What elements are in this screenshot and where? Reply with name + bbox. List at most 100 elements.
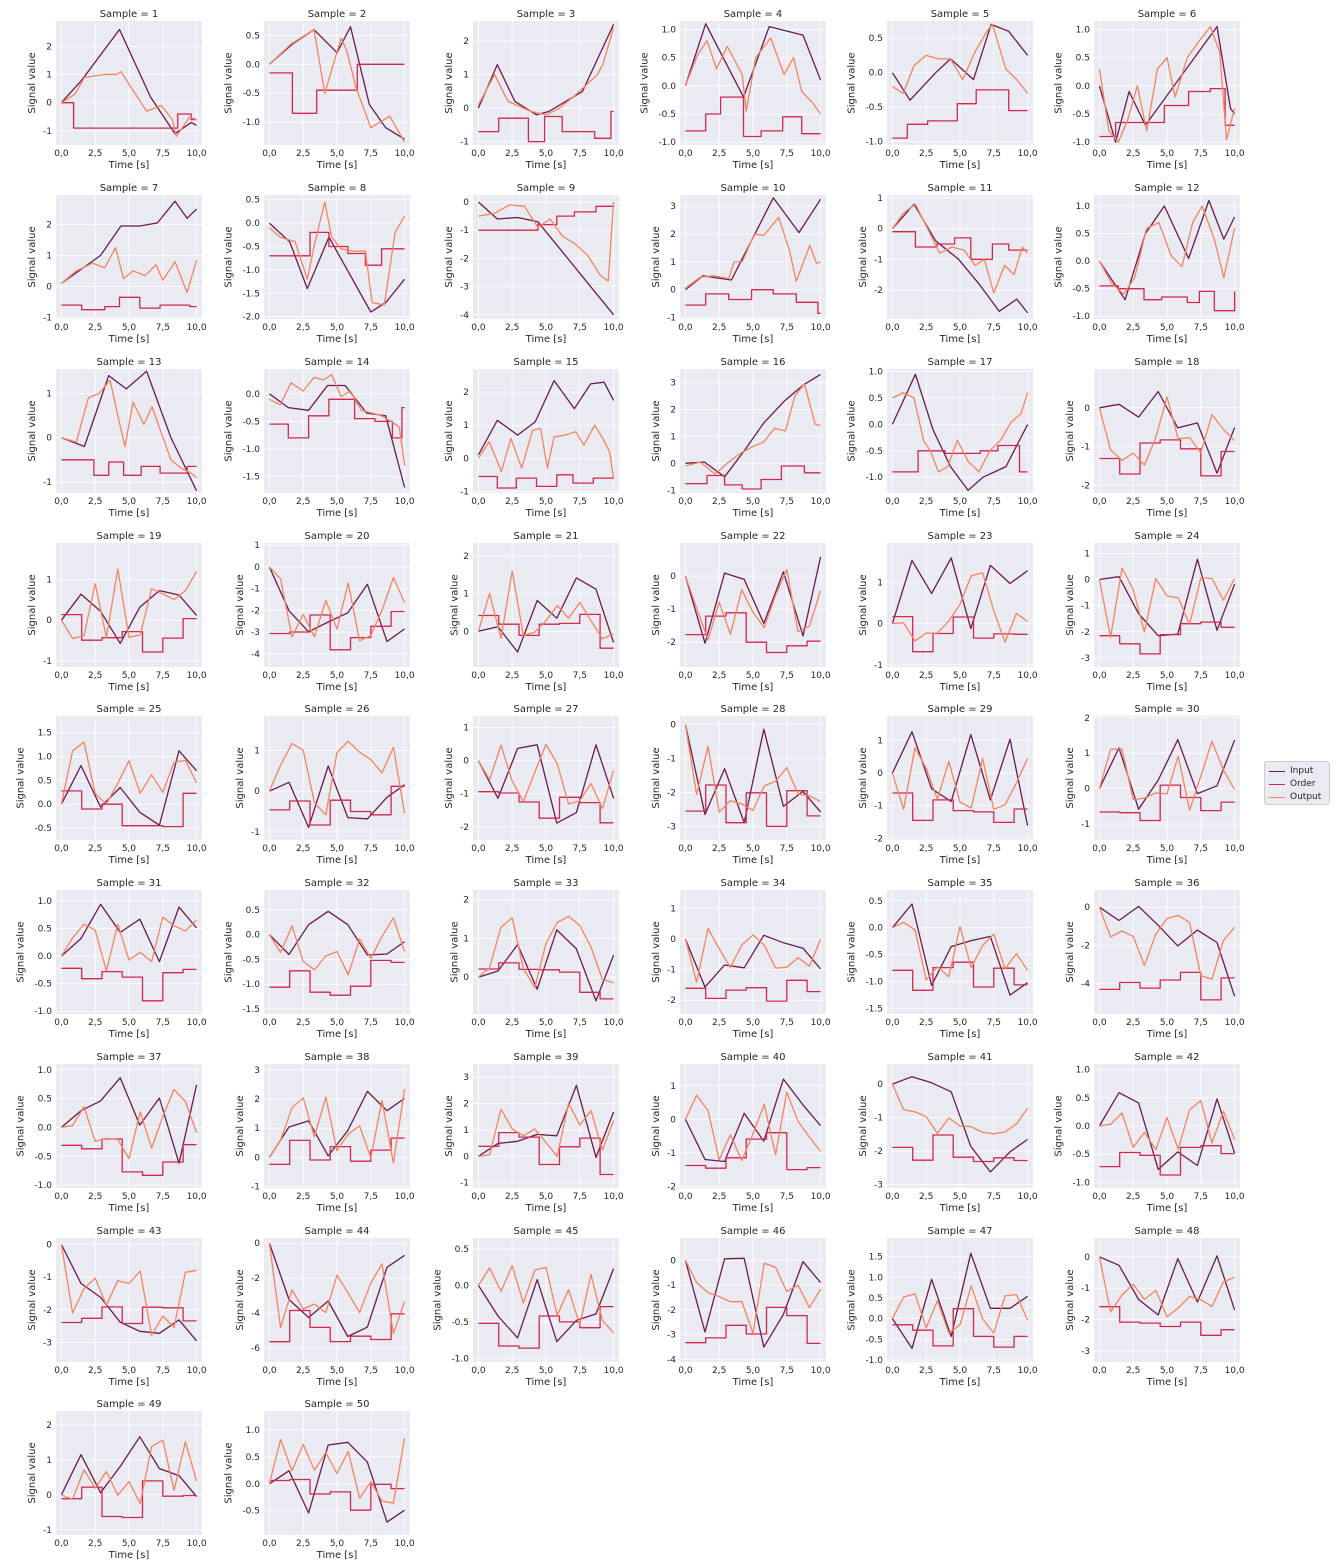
y-axis-label: Signal value [858, 1095, 869, 1156]
x-axis-label: Time [s] [732, 334, 774, 345]
x-tick-label: 10,0 [811, 1366, 831, 1376]
x-tick-label: 10,0 [604, 149, 624, 159]
x-tick-label: 0,0 [1092, 149, 1107, 159]
series-line-output [685, 216, 821, 289]
x-tick-label: 0,0 [262, 1366, 277, 1376]
subplot-13: 0,0 2,5 5,0 7,5 10,0 -1 0 1 Sample = 13 Time [s] S… [27, 357, 207, 519]
x-tick-label: 5,0 [122, 1018, 137, 1028]
y-axis-label: Signal value [224, 226, 235, 287]
series-line-output [477, 743, 615, 810]
x-tick-label: 10,0 [1018, 149, 1038, 159]
x-tick-label: 5,0 [746, 323, 761, 333]
series-line-order [478, 791, 614, 824]
x-tick-label: 2,5 [296, 149, 310, 159]
series-line-output [1098, 396, 1236, 466]
y-tick-label: 2 [463, 552, 469, 562]
x-axis-label: Time [s] [732, 1377, 774, 1388]
y-tick-label: -0.5 [1072, 285, 1090, 295]
y-tick-label: 1 [463, 1126, 469, 1136]
x-axis-label: Time [s] [525, 682, 567, 693]
series-line-output [685, 383, 821, 475]
x-axis-label: Time [s] [316, 334, 358, 345]
series-line-order [269, 231, 405, 266]
y-tick-label: 1.0 [246, 1426, 261, 1436]
x-tick-label: 2,5 [88, 149, 102, 159]
x-tick-label: 0,0 [54, 1366, 69, 1376]
x-tick-label: 5,0 [953, 844, 968, 854]
subplot-title: Sample = 45 [514, 1226, 579, 1237]
y-tick-label: 0.0 [246, 1480, 261, 1490]
subplot-38: 0,0 2,5 5,0 7,5 10,0 -1 0 1 2 3 Sample = 38 Time [s… [235, 1052, 415, 1214]
subplot-28: 0,0 2,5 5,0 7,5 10,0 -3 -2 -1 0 Sample = 28 Time [… [651, 704, 831, 866]
y-tick-label: -1.0 [1072, 312, 1090, 322]
x-tick-label: 10,0 [1225, 1192, 1245, 1202]
subplot-25: 0,0 2,5 5,0 7,5 10,0 -0.5 0.0 0.5 1.0 1.5 Sample =… [16, 704, 207, 866]
series-line-order [685, 465, 821, 490]
x-tick-label: 5,0 [539, 1192, 554, 1202]
y-axis-label: Signal value [444, 400, 455, 461]
x-tick-label: 7,5 [780, 671, 794, 681]
series-line-output [477, 570, 614, 640]
y-tick-label: -2 [667, 638, 676, 648]
y-tick-label: -2 [1081, 941, 1090, 951]
y-axis-label: Signal value [651, 226, 662, 287]
subplot-title: Sample = 50 [305, 1399, 370, 1410]
x-axis-label: Time [s] [732, 508, 774, 519]
y-axis-label: Signal value [449, 921, 460, 982]
x-tick-label: 2,5 [712, 844, 726, 854]
y-tick-label: -1.5 [865, 1005, 883, 1015]
y-tick-label: 0 [46, 282, 52, 292]
x-axis-label: Time [s] [316, 1377, 358, 1388]
series-line-order [269, 398, 405, 439]
y-tick-label: -1 [43, 1273, 52, 1283]
series-line-order [1099, 87, 1235, 138]
subplot-42: 0,0 2,5 5,0 7,5 10,0 -1.0 -0.5 0.0 0.5 1.0 Sample … [1054, 1052, 1245, 1214]
series-line-input [684, 1078, 822, 1163]
x-axis-label: Time [s] [108, 334, 150, 345]
x-tick-label: 7,5 [364, 1366, 378, 1376]
y-axis-label: Signal value [449, 574, 460, 635]
y-axis-label: Signal value [651, 1095, 662, 1156]
y-axis-label: Signal value [847, 52, 858, 113]
y-tick-label: -2 [1081, 481, 1090, 491]
x-tick-label: 0,0 [262, 1192, 277, 1202]
x-tick-label: 0,0 [1092, 323, 1107, 333]
y-tick-label: 1 [1084, 549, 1090, 559]
series-line-input [269, 1441, 405, 1523]
x-tick-label: 7,5 [573, 844, 587, 854]
x-tick-label: 2,5 [919, 671, 933, 681]
y-tick-label: 0 [670, 286, 676, 296]
series-line-output [268, 29, 406, 143]
series-line-order [61, 296, 197, 311]
y-tick-label: 3 [670, 202, 676, 212]
series-line-input [60, 28, 197, 135]
subplot-title: Sample = 18 [1135, 357, 1200, 368]
x-axis-label: Time [s] [1146, 508, 1188, 519]
x-tick-label: 7,5 [573, 1366, 587, 1376]
x-tick-label: 10,0 [395, 671, 415, 681]
x-tick-label: 0,0 [262, 323, 277, 333]
series-line-order [685, 289, 821, 315]
y-tick-label: 2 [46, 42, 52, 52]
x-axis-label: Time [s] [316, 1550, 358, 1560]
y-tick-label: -2 [1081, 1316, 1090, 1326]
series-line-input [477, 379, 615, 456]
legend-swatch-order [1269, 783, 1285, 785]
series-line-order [478, 474, 614, 489]
x-tick-label: 5,0 [1160, 1018, 1175, 1028]
x-tick-label: 10,0 [604, 323, 624, 333]
y-tick-label: -2 [460, 823, 469, 833]
series-line-order [269, 1478, 405, 1511]
y-tick-label: 0.5 [246, 906, 260, 916]
x-tick-label: 5,0 [330, 1018, 345, 1028]
series-line-output [269, 373, 406, 466]
y-tick-label: -1 [43, 313, 52, 323]
y-axis-label: Signal value [235, 1095, 246, 1156]
x-tick-label: 2,5 [505, 149, 519, 159]
y-tick-label: 1 [670, 1082, 676, 1092]
x-tick-label: 2,5 [88, 671, 102, 681]
y-tick-label: 2 [670, 405, 676, 415]
x-tick-label: 7,5 [156, 1539, 170, 1549]
y-tick-label: 1 [254, 747, 260, 757]
y-tick-label: 1.0 [1076, 1066, 1091, 1076]
